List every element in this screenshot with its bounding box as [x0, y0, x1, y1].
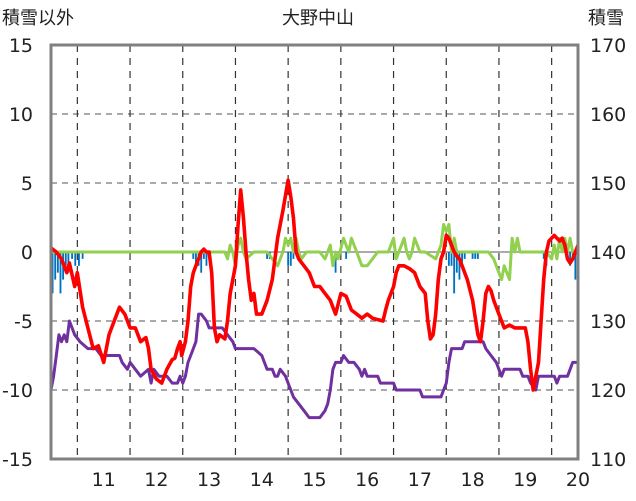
precipitation-bar — [569, 252, 572, 266]
right-tick-label: 110 — [590, 449, 626, 471]
right-axis-label: 積雪 — [588, 8, 624, 29]
x-tick-label: 16 — [355, 469, 379, 491]
precipitation-bar — [56, 252, 59, 273]
precipitation-bar — [200, 252, 203, 273]
precipitation-bar — [334, 252, 337, 273]
precipitation-bar — [192, 252, 195, 259]
precipitation-bar — [542, 252, 545, 259]
series-lines — [49, 178, 580, 420]
precipitation-bar — [292, 252, 295, 259]
chart-title: 大野中山 — [282, 8, 354, 29]
left-tick-label: 10 — [9, 104, 33, 126]
x-tick-label: 15 — [302, 469, 326, 491]
left-tick-label: -15 — [2, 449, 33, 471]
x-tick-label: 11 — [92, 469, 116, 491]
right-tick-label: 120 — [590, 380, 626, 402]
precipitation-bar — [195, 252, 197, 266]
x-tick-label: 12 — [144, 469, 168, 491]
precipitation-bar — [266, 252, 268, 259]
right-tick-label: 170 — [590, 35, 626, 57]
precipitation-bar — [461, 252, 463, 266]
left-tick-label: -10 — [2, 380, 33, 402]
precipitation-bar — [202, 252, 205, 259]
precipitation-bar — [78, 252, 80, 266]
precipitation-bar — [574, 252, 577, 280]
precipitation-bar — [474, 252, 477, 259]
precipitation-bar — [450, 252, 453, 266]
x-tick-label: 20 — [566, 469, 590, 491]
temperature-line — [49, 178, 580, 392]
left-tick-label: 5 — [21, 173, 33, 195]
left-tick-label: -5 — [14, 311, 33, 333]
left-tick-label: 15 — [9, 35, 33, 57]
precipitation-bar — [453, 252, 456, 294]
x-tick-label: 13 — [197, 469, 221, 491]
right-tick-label: 130 — [590, 311, 626, 333]
precipitation-bar — [447, 252, 450, 266]
tick-labels: 15 10 5 0 -5 -10 -15 170 160 150 140 130 120 110 11 12 1… — [2, 35, 626, 491]
plot-frame — [49, 43, 580, 461]
snow_depth-line — [49, 312, 578, 420]
precipitation-bar — [455, 252, 458, 273]
precipitation-bar — [287, 252, 290, 266]
precipitation-bar — [205, 252, 208, 266]
x-tick-label: 19 — [513, 469, 537, 491]
x-tick-label: 14 — [250, 469, 274, 491]
precipitation-bar — [81, 252, 84, 259]
precipitation-bar — [64, 252, 67, 266]
x-tick-label: 18 — [461, 469, 485, 491]
precipitation-bar — [463, 252, 466, 259]
precipitation-bar — [59, 252, 62, 294]
precipitation-bar — [54, 252, 57, 280]
precipitation-bar — [471, 252, 474, 259]
left-axis-label: 積雪以外 — [2, 8, 74, 29]
x-tick-label: 17 — [408, 469, 432, 491]
precipitation-bar — [458, 252, 461, 280]
precipitation-bar — [74, 252, 77, 266]
precipitation-bar — [289, 252, 292, 266]
left-tick-label: 0 — [21, 242, 33, 264]
right-tick-label: 150 — [590, 173, 626, 195]
right-tick-label: 160 — [590, 104, 626, 126]
precipitation-bar — [71, 252, 74, 259]
precipitation-bar — [345, 252, 348, 259]
precipitation-bar — [51, 252, 54, 294]
precipitation-bar — [476, 252, 479, 259]
right-tick-label: 140 — [590, 242, 626, 264]
